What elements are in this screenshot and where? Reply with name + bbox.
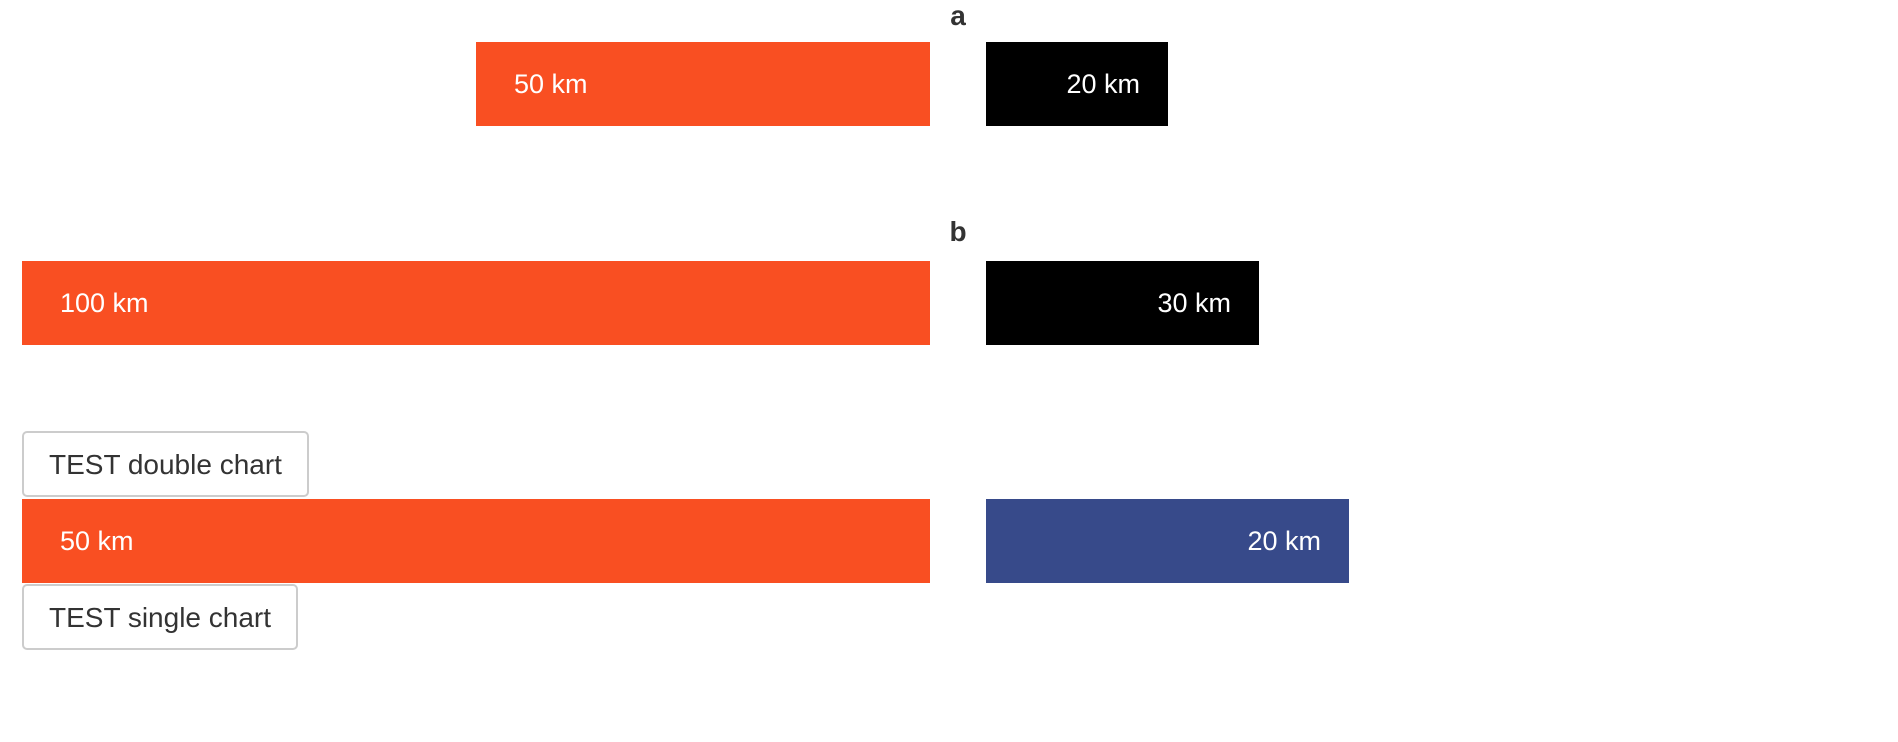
chart-a-title: a — [950, 0, 966, 31]
chart-b-left-bar: 100 km — [22, 261, 930, 345]
chart-c-right-bar: 20 km — [986, 499, 1349, 583]
chart-a-right-bar: 20 km — [986, 42, 1168, 126]
chart-b-title: b — [949, 216, 967, 247]
chart-b-right-bar: 30 km — [986, 261, 1259, 345]
chart-c-left-bar: 50 km — [22, 499, 930, 583]
test-double-chart-button[interactable]: TEST double chart — [22, 431, 309, 497]
test-single-chart-button[interactable]: TEST single chart — [22, 584, 299, 650]
chart-a-left-bar: 50 km — [476, 42, 930, 126]
